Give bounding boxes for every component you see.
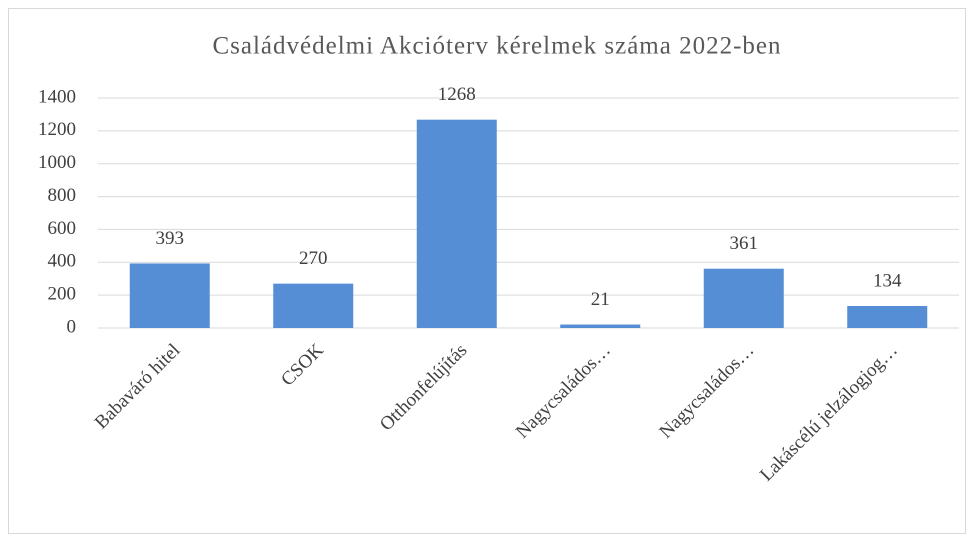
y-tick-label: 1200	[38, 119, 76, 140]
bar	[847, 305, 928, 328]
data-label: 361	[730, 233, 759, 254]
y-tick-label: 0	[67, 316, 77, 337]
y-tick-label: 1400	[38, 86, 76, 107]
y-tick-label: 200	[48, 284, 77, 305]
bar	[416, 119, 497, 328]
y-tick-label: 600	[48, 218, 77, 239]
data-label: 270	[299, 248, 328, 269]
bar	[129, 263, 210, 328]
chart-title: Családvédelmi Akcióterv kérelmek száma 2…	[212, 33, 781, 60]
data-label: 134	[873, 270, 902, 291]
y-tick-label: 1000	[38, 152, 76, 173]
data-label: 21	[591, 289, 610, 310]
bar	[273, 283, 354, 328]
y-tick-label: 800	[48, 185, 77, 206]
y-tick-label: 400	[48, 251, 77, 272]
bar	[703, 268, 784, 328]
bar	[560, 324, 641, 328]
data-label: 393	[156, 228, 185, 249]
data-label: 1268	[438, 84, 476, 105]
